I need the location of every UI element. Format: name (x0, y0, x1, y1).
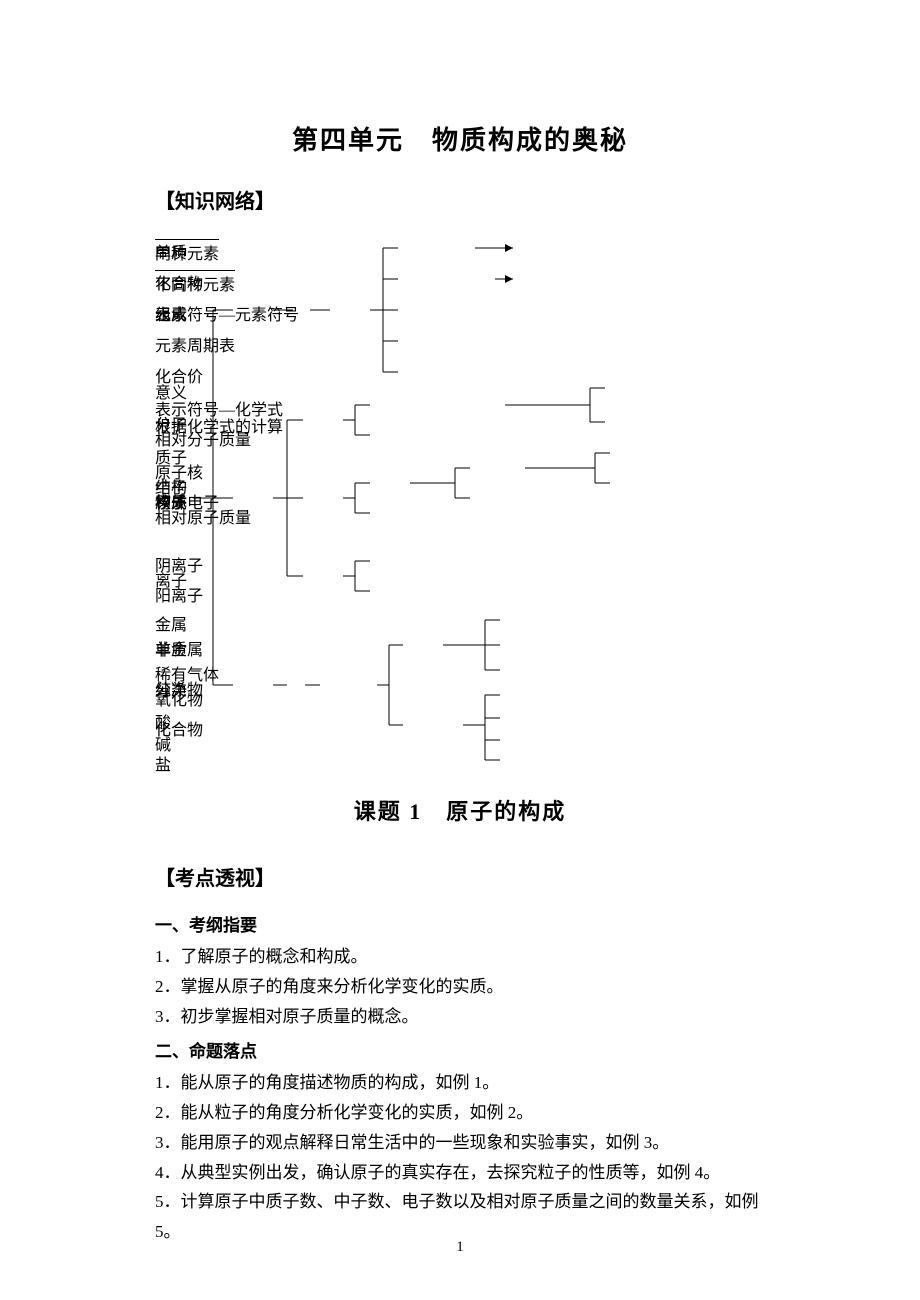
lesson-title: 课题 1 原子的构成 (155, 794, 765, 826)
knowledge-network-heading: 【知识网络】 (155, 185, 765, 214)
node-meaning: 意义 (155, 379, 187, 403)
page-number: 1 (0, 1239, 920, 1256)
node-metal: 金属 (155, 611, 187, 635)
node-cation: 阳离子 (155, 582, 203, 606)
knowledge-tree-diagram: 物质 组成 元素 同种元素 单质 不同种元素 化合物 表示符号—元素符号 元素周… (155, 230, 765, 770)
node-oxide: 氧化物 (155, 686, 203, 710)
node-nonmetal: 非金属 (155, 636, 203, 660)
unit-title: 第四单元 物质构成的奥秘 (155, 120, 765, 157)
outline-heading: 一、考纲指要 (155, 911, 765, 936)
exam-heading: 【考点透视】 (155, 862, 765, 891)
outline-item: 2．掌握从原子的角度来分析化学变化的实质。 (155, 972, 765, 1002)
focus-item: 1．能从原子的角度描述物质的构成，如例 1。 (155, 1068, 765, 1098)
node-calc-by-formula: 根据化学式的计算 (155, 413, 283, 437)
node-neutron: 中子 (155, 474, 187, 498)
focus-item: 4．从典型实例出发，确认原子的真实存在，去探究粒子的性质等，如例 4。 (155, 1158, 765, 1188)
focus-item: 2．能从粒子的角度分析化学变化的实质，如例 2。 (155, 1098, 765, 1128)
node-noble-gas: 稀有气体 (155, 661, 219, 685)
outline-item: 1．了解原子的概念和构成。 (155, 942, 765, 972)
node-periodic-table: 元素周期表 (155, 332, 235, 356)
outline-item: 3．初步掌握相对原子质量的概念。 (155, 1002, 765, 1032)
node-acid: 酸 (155, 709, 171, 733)
focus-item: 5．计算原子中质子数、中子数、电子数以及相对原子质量之间的数量关系，如例 5。 (155, 1187, 765, 1247)
node-anion: 阴离子 (155, 552, 203, 576)
node-symbol-element: 表示符号—元素符号 (155, 301, 299, 325)
focus-item: 3．能用原子的观点解释日常生活中的一些现象和实验事实，如例 3。 (155, 1128, 765, 1158)
focus-heading: 二、命题落点 (155, 1037, 765, 1062)
node-simple-substance: 单质 (155, 239, 187, 263)
node-compound: 化合物 (155, 270, 203, 294)
node-proton: 质子 (155, 444, 187, 468)
node-salt: 盐 (155, 751, 171, 775)
